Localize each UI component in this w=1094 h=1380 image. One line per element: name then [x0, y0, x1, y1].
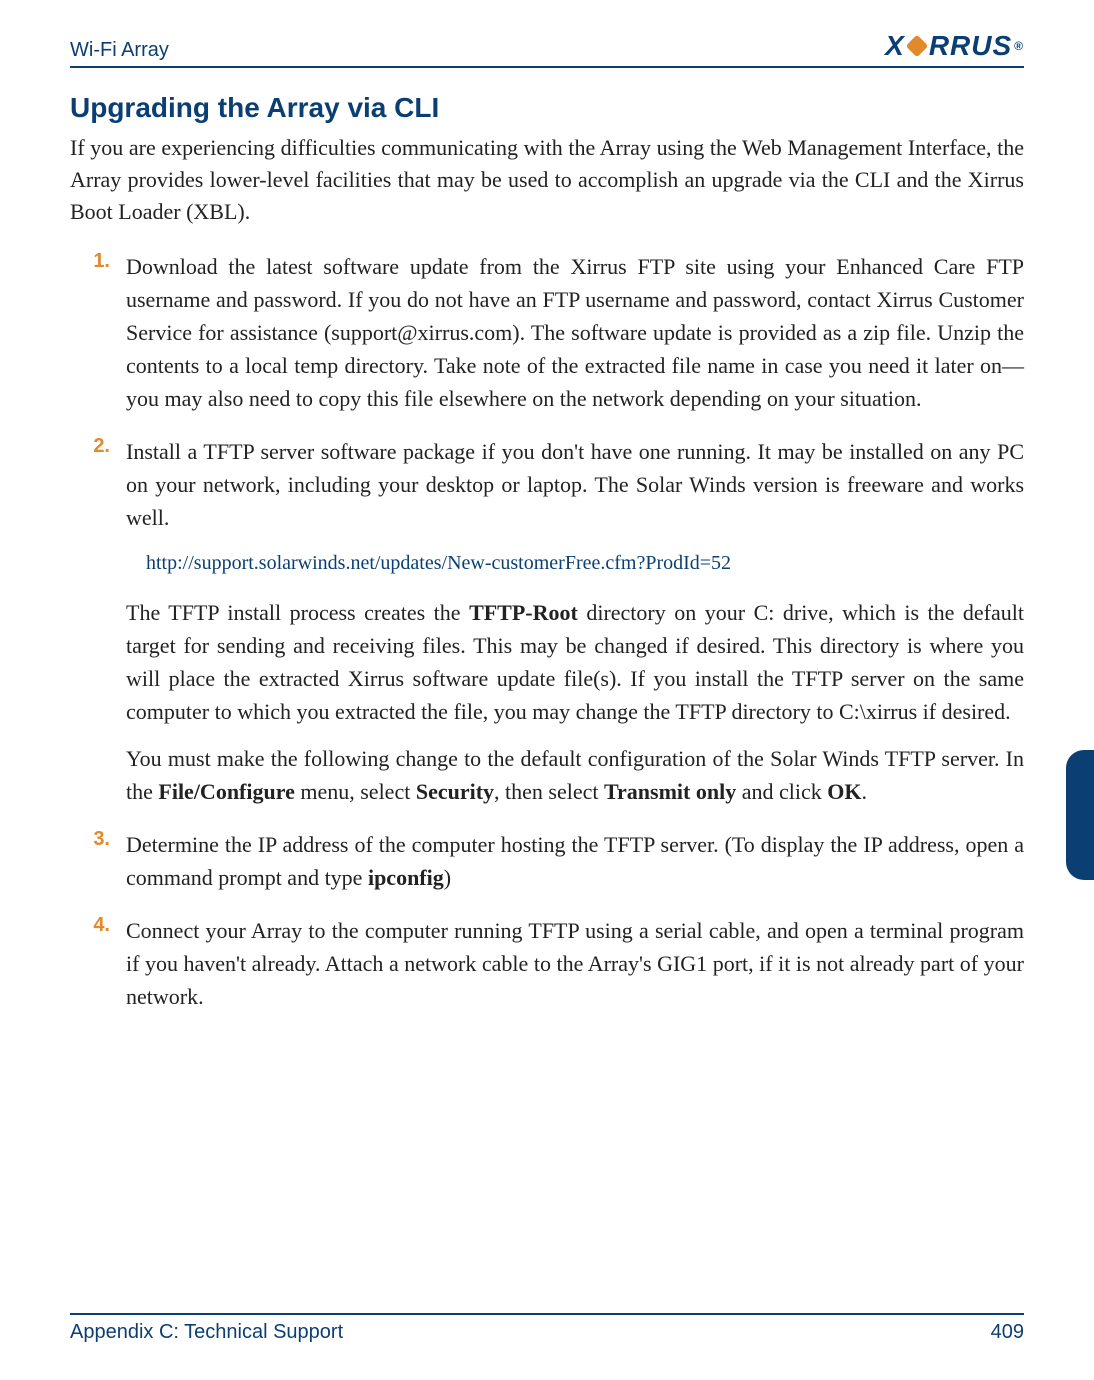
bold-term: Security — [416, 779, 494, 804]
side-tab-icon — [1066, 750, 1094, 880]
step-item: 3. Determine the IP address of the compu… — [126, 828, 1024, 894]
bold-term: TFTP-Root — [469, 600, 578, 625]
bold-term: Transmit only — [604, 779, 736, 804]
step-paragraph: Install a TFTP server software package i… — [126, 435, 1024, 534]
step-item: 4. Connect your Array to the computer ru… — [126, 914, 1024, 1013]
bold-term: File/Configure — [158, 779, 294, 804]
footer-page-number: 409 — [991, 1321, 1024, 1344]
text-run: Determine the IP address of the computer… — [126, 832, 1024, 890]
header-title: Wi-Fi Array — [70, 39, 169, 62]
step-number: 1. — [70, 250, 110, 273]
step-number: 3. — [70, 828, 110, 851]
logo-text: X — [885, 30, 905, 62]
page-footer: Appendix C: Technical Support 409 — [70, 1313, 1024, 1344]
logo-registered: ® — [1014, 39, 1024, 53]
step-body: Install a TFTP server software package i… — [126, 435, 1024, 808]
footer-left: Appendix C: Technical Support — [70, 1321, 343, 1344]
text-run: menu, select — [295, 779, 416, 804]
step-body: Download the latest software update from… — [126, 250, 1024, 415]
step-list: 1. Download the latest software update f… — [70, 250, 1024, 1013]
brand-logo: X RRUS® — [885, 30, 1024, 62]
step-paragraph: You must make the following change to th… — [126, 742, 1024, 808]
step-item: 1. Download the latest software update f… — [126, 250, 1024, 415]
section-title: Upgrading the Array via CLI — [70, 92, 1024, 124]
text-run: , then select — [494, 779, 604, 804]
logo-dot-icon — [905, 35, 928, 58]
step-paragraph: Connect your Array to the computer runni… — [126, 914, 1024, 1013]
logo-text: RRUS — [929, 30, 1012, 62]
step-body: Connect your Array to the computer runni… — [126, 914, 1024, 1013]
text-run: . — [861, 779, 867, 804]
text-run: ) — [444, 865, 451, 890]
document-page: Wi-Fi Array X RRUS® Upgrading the Array v… — [0, 0, 1094, 1380]
step-item: 2. Install a TFTP server software packag… — [126, 435, 1024, 808]
step-paragraph: Download the latest software update from… — [126, 250, 1024, 415]
step-paragraph: The TFTP install process creates the TFT… — [126, 596, 1024, 728]
bold-term: OK — [827, 779, 861, 804]
external-link[interactable]: http://support.solarwinds.net/updates/Ne… — [146, 548, 1024, 578]
step-body: Determine the IP address of the computer… — [126, 828, 1024, 894]
text-run: and click — [736, 779, 827, 804]
step-number: 4. — [70, 914, 110, 937]
intro-paragraph: If you are experiencing difficulties com… — [70, 132, 1024, 228]
page-header: Wi-Fi Array X RRUS® — [70, 30, 1024, 68]
step-number: 2. — [70, 435, 110, 458]
text-run: The TFTP install process creates the — [126, 600, 469, 625]
step-paragraph: Determine the IP address of the computer… — [126, 828, 1024, 894]
bold-term: ipconfig — [368, 865, 444, 890]
